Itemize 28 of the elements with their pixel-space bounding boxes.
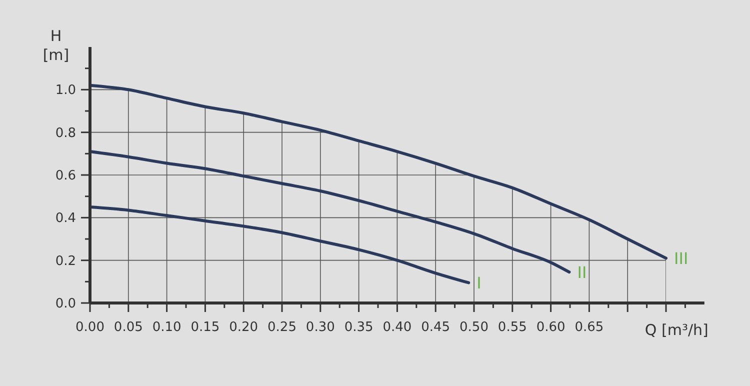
y-tick-label: 0.2 <box>55 254 76 269</box>
annotation: III <box>674 249 688 268</box>
x-tick-label: 0.05 <box>114 320 143 335</box>
x-tick-label: 0.10 <box>152 320 182 335</box>
x-tick-label: 0.00 <box>76 320 104 335</box>
x-tick-label: 0.20 <box>229 320 258 335</box>
x-tick-label: 0.15 <box>190 320 220 335</box>
x-tick-label: 0.35 <box>344 320 374 335</box>
x-tick-label: 0.55 <box>498 320 527 335</box>
x-tick-label: 0.60 <box>536 320 566 335</box>
y-axis-title: H [m] <box>42 27 70 64</box>
line-series <box>88 150 571 274</box>
line-series <box>88 84 668 260</box>
x-tick-label: 0.25 <box>268 320 296 335</box>
y-tick-label: 1.0 <box>55 83 76 98</box>
annotation: I <box>476 274 482 293</box>
line-series <box>88 206 470 284</box>
x-axis-title: Q [m³/h] <box>644 321 708 339</box>
y-tick-label: 0.0 <box>55 296 76 312</box>
y-tick-label: 0.8 <box>55 126 76 141</box>
x-tick-label: 0.30 <box>306 320 335 335</box>
y-tick-label: 0.6 <box>55 168 76 184</box>
annotation: II <box>577 263 587 282</box>
y-tick-label: 0.4 <box>55 211 76 226</box>
x-tick-label: 0.65 <box>574 320 604 335</box>
x-tick-label: 0.50 <box>460 320 488 335</box>
x-tick-label: 0.45 <box>421 320 450 335</box>
x-tick-label: 0.40 <box>382 320 412 335</box>
